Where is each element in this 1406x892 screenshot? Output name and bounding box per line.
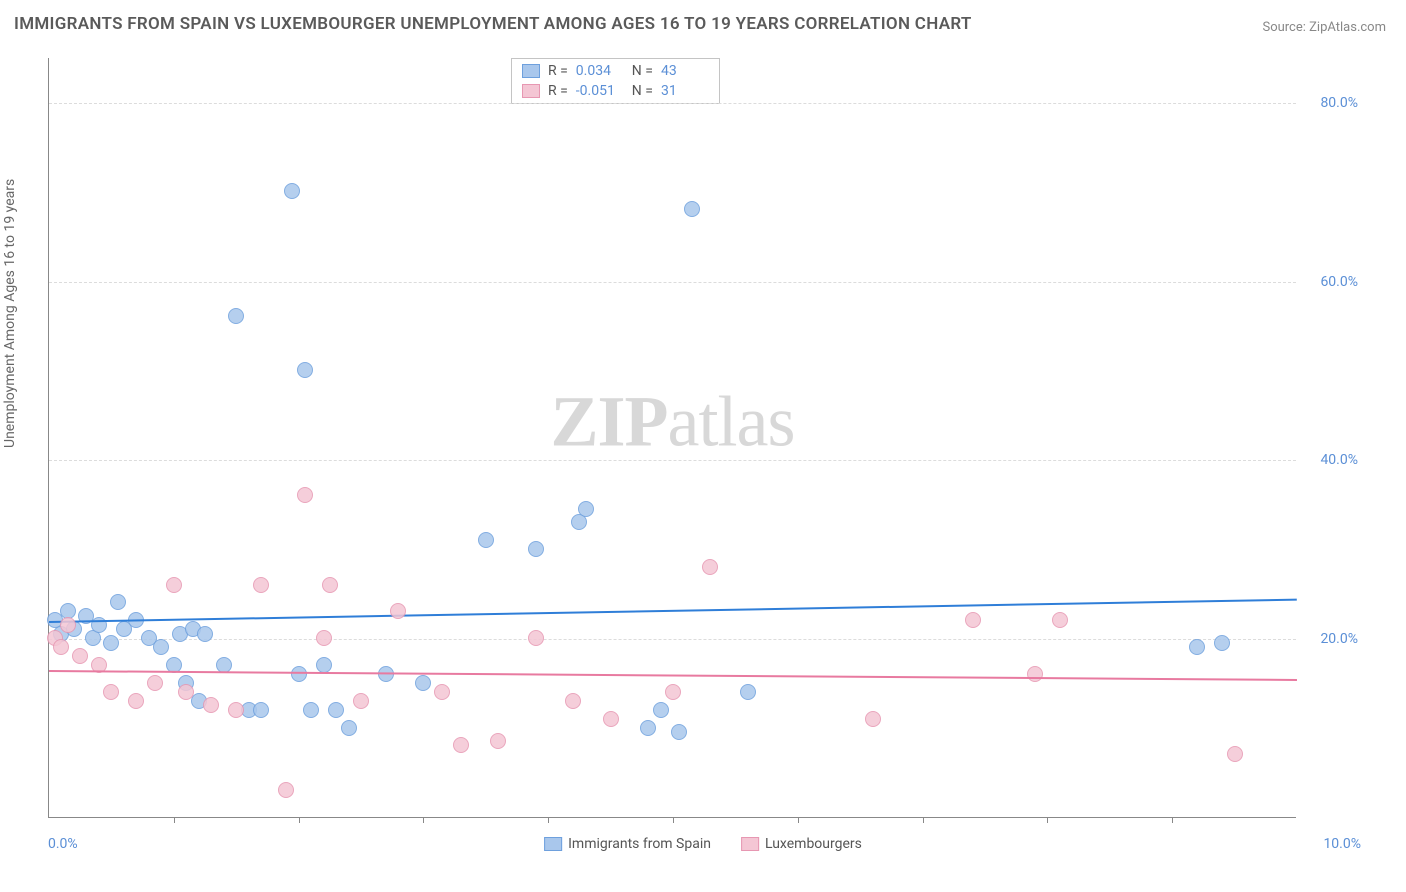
scatter-point: [72, 648, 88, 664]
scatter-point: [103, 635, 119, 651]
scatter-point: [434, 684, 450, 700]
scatter-point: [528, 541, 544, 557]
x-axis-tick: [673, 817, 674, 823]
scatter-point: [865, 711, 881, 727]
plot-area: ZIPatlas R = 0.034 N = 43 R = -0.051 N =…: [48, 58, 1296, 818]
scatter-point: [341, 720, 357, 736]
gridline-h: [49, 639, 1296, 640]
scatter-point: [653, 702, 669, 718]
y-axis-label: Unemployment Among Ages 16 to 19 years: [2, 179, 18, 448]
x-axis-tick: [174, 817, 175, 823]
swatch-series-1-icon: [544, 837, 562, 851]
scatter-point: [565, 693, 581, 709]
legend-item-series-2: Luxembourgers: [741, 836, 862, 852]
scatter-point: [415, 675, 431, 691]
scatter-point: [297, 362, 313, 378]
stats-row-series-2: R = -0.051 N = 31: [512, 81, 719, 101]
scatter-point: [253, 702, 269, 718]
swatch-series-2: [522, 84, 540, 98]
scatter-point: [53, 639, 69, 655]
scatter-point: [578, 501, 594, 517]
scatter-point: [671, 724, 687, 740]
scatter-point: [103, 684, 119, 700]
x-axis-tick-min: 0.0%: [48, 836, 78, 852]
y-axis-tick-label: 20.0%: [1320, 631, 1358, 647]
scatter-point: [453, 737, 469, 753]
scatter-point: [128, 693, 144, 709]
scatter-point: [528, 630, 544, 646]
scatter-point: [291, 666, 307, 682]
x-axis-tick: [798, 817, 799, 823]
scatter-point: [253, 577, 269, 593]
legend-item-series-1: Immigrants from Spain: [544, 836, 711, 852]
swatch-series-2-icon: [741, 837, 759, 851]
y-axis-tick-label: 80.0%: [1320, 95, 1358, 111]
scatter-point: [228, 308, 244, 324]
scatter-point: [490, 733, 506, 749]
chart-title: IMMIGRANTS FROM SPAIN VS LUXEMBOURGER UN…: [14, 14, 972, 34]
x-axis-tick: [1172, 817, 1173, 823]
scatter-point: [665, 684, 681, 700]
source-attribution: Source: ZipAtlas.com: [1262, 20, 1386, 35]
scatter-point: [478, 532, 494, 548]
scatter-point: [197, 626, 213, 642]
scatter-point: [328, 702, 344, 718]
scatter-point: [284, 183, 300, 199]
scatter-point: [1227, 746, 1243, 762]
x-axis-tick: [923, 817, 924, 823]
scatter-point: [322, 577, 338, 593]
scatter-point: [147, 675, 163, 691]
y-axis-tick-label: 60.0%: [1320, 274, 1358, 290]
scatter-point: [166, 577, 182, 593]
scatter-point: [1189, 639, 1205, 655]
scatter-point: [702, 559, 718, 575]
scatter-point: [603, 711, 619, 727]
stats-legend: R = 0.034 N = 43 R = -0.051 N = 31: [511, 58, 720, 104]
scatter-point: [110, 594, 126, 610]
swatch-series-1: [522, 64, 540, 78]
gridline-h: [49, 282, 1296, 283]
scatter-point: [316, 630, 332, 646]
scatter-point: [228, 702, 244, 718]
x-axis-tick: [1047, 817, 1048, 823]
scatter-point: [684, 201, 700, 217]
legend-label-series-2: Luxembourgers: [765, 836, 862, 852]
scatter-point: [390, 603, 406, 619]
scatter-point: [297, 487, 313, 503]
scatter-point: [965, 612, 981, 628]
scatter-point: [316, 657, 332, 673]
scatter-point: [1027, 666, 1043, 682]
legend-label-series-1: Immigrants from Spain: [568, 836, 711, 852]
x-axis-tick: [548, 817, 549, 823]
scatter-point: [153, 639, 169, 655]
y-axis-tick-label: 40.0%: [1320, 452, 1358, 468]
scatter-point: [203, 697, 219, 713]
stats-row-series-1: R = 0.034 N = 43: [512, 61, 719, 81]
scatter-point: [1052, 612, 1068, 628]
scatter-point: [640, 720, 656, 736]
scatter-point: [60, 617, 76, 633]
x-axis-tick: [299, 817, 300, 823]
scatter-point: [740, 684, 756, 700]
scatter-point: [303, 702, 319, 718]
gridline-h: [49, 460, 1296, 461]
scatter-point: [1214, 635, 1230, 651]
series-legend: Immigrants from Spain Luxembourgers: [544, 836, 862, 852]
scatter-point: [278, 782, 294, 798]
gridline-h: [49, 103, 1296, 104]
scatter-point: [178, 684, 194, 700]
watermark: ZIPatlas: [551, 381, 795, 464]
scatter-point: [353, 693, 369, 709]
trend-line: [49, 670, 1297, 681]
x-axis-tick: [423, 817, 424, 823]
trend-line: [49, 599, 1297, 623]
x-axis-tick-max: 10.0%: [1323, 836, 1361, 852]
